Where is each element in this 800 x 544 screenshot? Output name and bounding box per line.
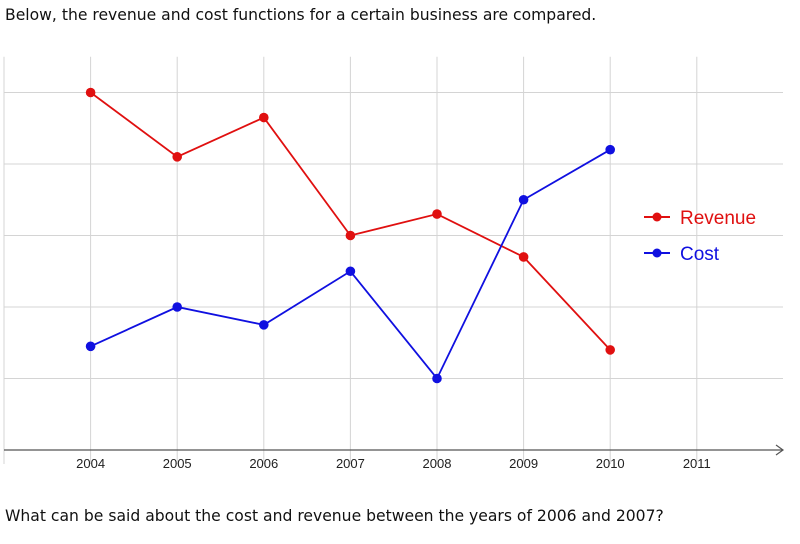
x-tick-label: 2008: [423, 456, 452, 471]
data-point: [432, 373, 442, 384]
data-point: [605, 144, 615, 155]
data-point: [432, 209, 442, 219]
data-point: [345, 230, 356, 241]
series: [85, 87, 615, 384]
data-point: [518, 194, 529, 205]
x-tick-label: 2007: [336, 456, 365, 471]
grid: [3, 56, 783, 464]
data-point: [259, 112, 269, 123]
intro-text: Below, the revenue and cost functions fo…: [5, 6, 597, 24]
data-point: [518, 252, 529, 262]
legend-label: Cost: [680, 244, 720, 265]
legend-marker: [652, 212, 662, 222]
x-tick-label: 2011: [683, 456, 711, 471]
x-tick-label: 2004: [76, 456, 105, 471]
x-axis-arrow-icon: [775, 444, 785, 456]
legend: Revenue Cost: [644, 208, 756, 265]
data-point: [85, 341, 96, 352]
series-revenue: [85, 87, 615, 355]
legend-marker: [652, 248, 662, 258]
x-tick-labels: 2004 2005 2006 2007 2008 2009 2010 2011: [76, 456, 711, 471]
x-tick-label: 2010: [596, 456, 625, 471]
data-point: [605, 345, 615, 355]
data-point: [259, 320, 269, 330]
data-point: [345, 266, 356, 277]
data-point: [172, 152, 182, 162]
legend-label: Revenue: [680, 208, 756, 229]
question-text: What can be said about the cost and reve…: [5, 507, 664, 525]
x-tick-label: 2005: [163, 456, 192, 471]
line-chart: 2004 2005 2006 2007 2008 2009 2010 2011 Revenue…: [3, 56, 785, 471]
data-point: [172, 302, 182, 312]
x-tick-label: 2009: [509, 456, 538, 471]
data-point: [85, 87, 96, 98]
x-tick-label: 2006: [249, 456, 278, 471]
series-cost: [85, 144, 615, 384]
x-axis: [4, 444, 785, 456]
